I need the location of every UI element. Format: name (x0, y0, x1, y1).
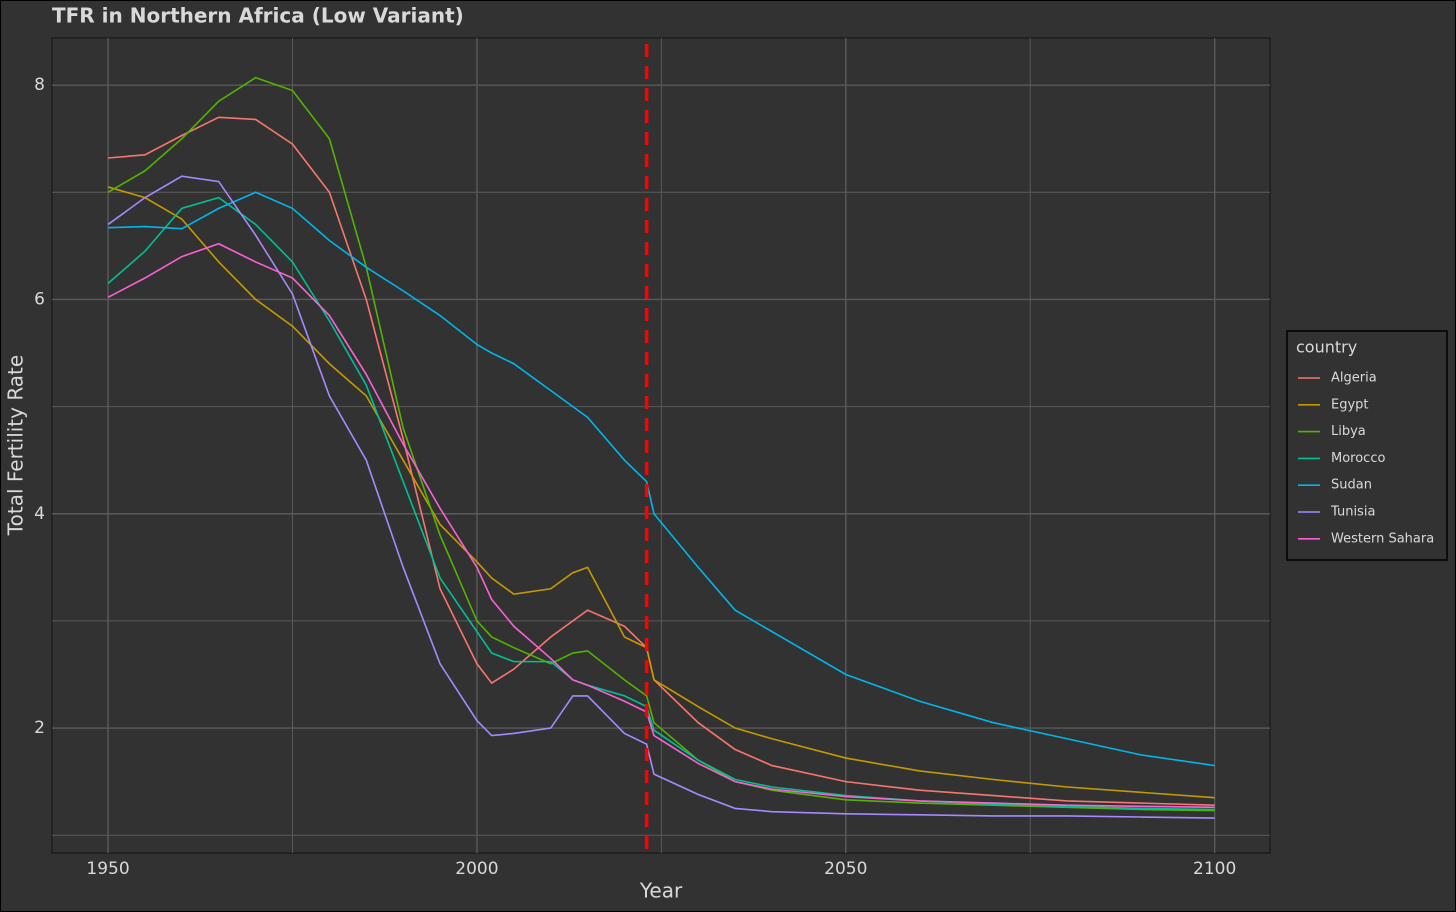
y-tick-label: 4 (34, 504, 45, 524)
y-tick-label: 6 (34, 289, 45, 309)
x-tick-label: 2050 (824, 859, 867, 879)
series-line (107, 242, 1215, 809)
series-line (108, 191, 1215, 767)
series-line (107, 116, 1215, 807)
series-line (107, 186, 1215, 799)
legend-label: Sudan (1331, 478, 1372, 493)
y-axis-label: Total Fertility Rate (4, 355, 28, 536)
legend-label: Egypt (1331, 397, 1369, 412)
legend-label: Western Sahara (1331, 531, 1434, 546)
series-line (107, 175, 1215, 819)
y-tick-label: 8 (34, 75, 45, 95)
legend-label: Morocco (1331, 451, 1385, 466)
x-axis-label: Year (639, 879, 683, 903)
x-tick-label: 1950 (86, 859, 129, 879)
x-tick-label: 2100 (1193, 859, 1236, 879)
legend-label: Tunisia (1330, 505, 1375, 520)
legend-box (1286, 330, 1448, 561)
series-line (107, 76, 1215, 812)
legend-title: country (1296, 338, 1357, 357)
legend-label: Libya (1331, 424, 1366, 439)
y-tick-label: 2 (34, 718, 45, 738)
chart-title: TFR in Northern Africa (Low Variant) (52, 4, 464, 28)
x-tick-label: 2000 (455, 859, 498, 879)
legend-label: Algeria (1331, 371, 1377, 386)
